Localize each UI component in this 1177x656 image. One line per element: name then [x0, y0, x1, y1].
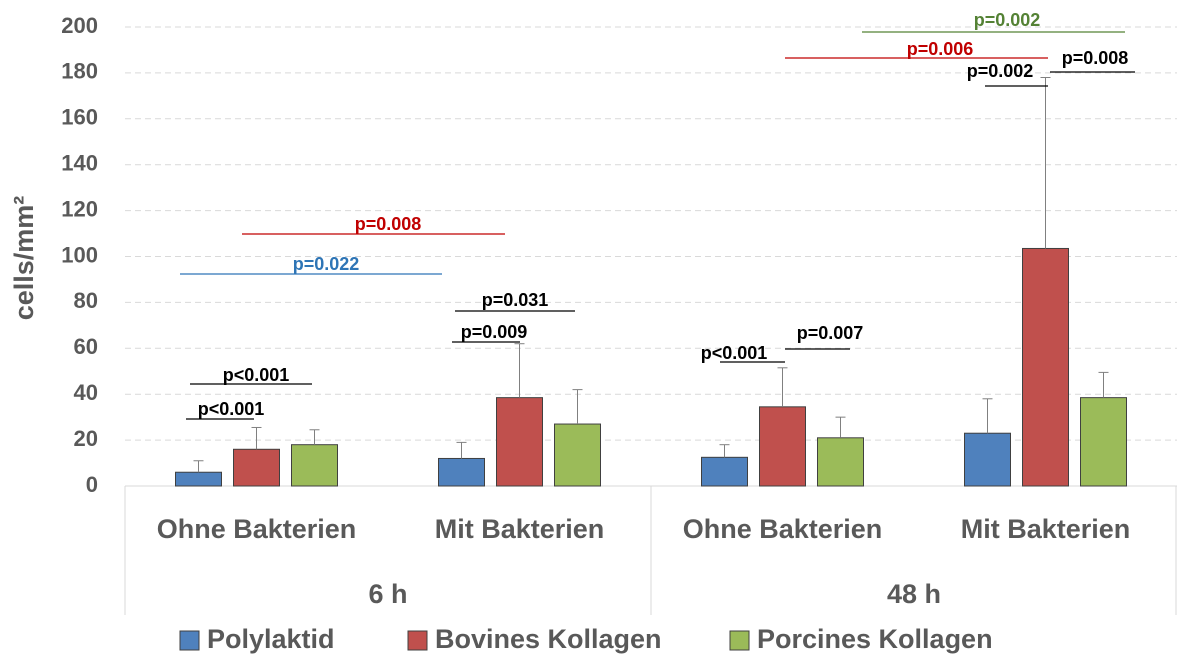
y-tick-label: 100: [61, 242, 98, 267]
significance-label: p<0.001: [701, 343, 768, 363]
significance-label: p<0.001: [223, 365, 290, 385]
error-bar: [572, 389, 583, 425]
bar: [291, 444, 338, 487]
y-tick-label: 0: [86, 472, 98, 497]
y-tick-label: 120: [61, 196, 98, 221]
y-tick-label: 180: [61, 59, 98, 84]
x-tick-label: Mit Bakterien: [961, 514, 1131, 544]
legend-label: Bovines Kollagen: [435, 624, 662, 654]
legend-swatch: [407, 630, 428, 651]
error-bar: [251, 426, 262, 450]
legend-swatch: [179, 630, 200, 651]
y-tick-label: 20: [74, 426, 98, 451]
significance-label: p=0.002: [974, 10, 1041, 30]
bar: [817, 437, 864, 487]
bar: [964, 432, 1011, 487]
error-bar: [456, 441, 467, 459]
x-tick-label: Ohne Bakterien: [683, 514, 883, 544]
significance-label: p=0.031: [482, 290, 549, 310]
legend-label: Polylaktid: [207, 624, 335, 654]
significance-label: p=0.008: [355, 214, 422, 234]
bar: [496, 397, 543, 487]
error-bar: [514, 343, 525, 398]
error-bar: [777, 367, 788, 407]
y-tick-label: 140: [61, 151, 98, 176]
x-tick-label: Ohne Bakterien: [157, 514, 357, 544]
bar: [1080, 397, 1127, 487]
significance-label: p=0.022: [293, 254, 360, 274]
error-bar: [309, 429, 320, 445]
x-tick-label: Mit Bakterien: [435, 514, 605, 544]
bar: [175, 471, 222, 487]
legend-label: Porcines Kollagen: [757, 624, 993, 654]
y-tick-label: 40: [74, 380, 98, 405]
bar: [233, 448, 280, 487]
error-bar: [835, 416, 846, 438]
group-label: 48 h: [887, 579, 941, 609]
significance-label: p=0.009: [461, 322, 528, 342]
significance-label: p=0.002: [967, 61, 1034, 81]
significance-label: p=0.006: [907, 39, 974, 59]
y-tick-label: 80: [74, 288, 98, 313]
bar: [759, 406, 806, 487]
y-axis-label: cells/mm²: [9, 196, 39, 321]
bar: [438, 457, 485, 487]
significance-label: p=0.007: [797, 323, 864, 343]
error-bar: [719, 444, 730, 458]
y-tick-label: 160: [61, 105, 98, 130]
y-tick-label: 200: [61, 13, 98, 38]
bar: [554, 423, 601, 487]
y-tick-label: 60: [74, 334, 98, 359]
group-label: 6 h: [368, 579, 407, 609]
error-bar: [982, 398, 993, 434]
error-bar: [1098, 371, 1109, 398]
error-bar: [193, 460, 204, 473]
significance-label: p<0.001: [198, 399, 265, 419]
bar: [1022, 247, 1069, 487]
legend-swatch: [729, 630, 750, 651]
bar: [701, 456, 748, 487]
significance-label: p=0.008: [1062, 48, 1129, 68]
error-bar: [1040, 76, 1051, 249]
